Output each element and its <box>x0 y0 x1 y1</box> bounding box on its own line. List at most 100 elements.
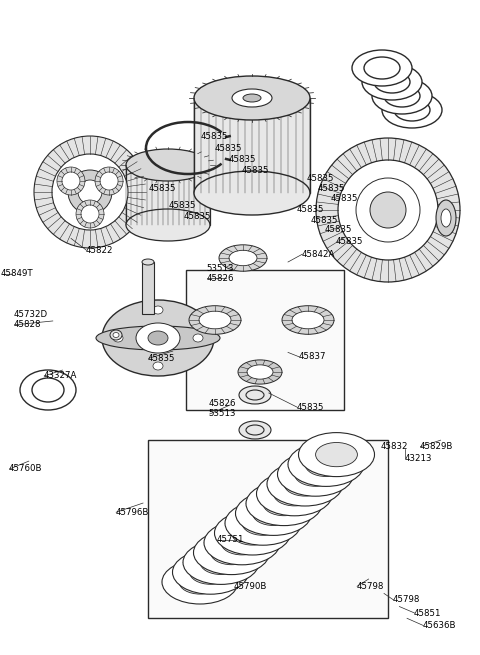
Text: 45835: 45835 <box>183 212 211 221</box>
Bar <box>142 262 154 314</box>
Text: 45751: 45751 <box>217 535 244 544</box>
Ellipse shape <box>246 425 264 435</box>
Ellipse shape <box>148 331 168 345</box>
Ellipse shape <box>34 136 146 248</box>
Text: 45796B: 45796B <box>115 508 149 517</box>
Ellipse shape <box>277 452 353 496</box>
Ellipse shape <box>238 360 282 384</box>
Ellipse shape <box>274 481 315 506</box>
Ellipse shape <box>364 57 400 79</box>
Ellipse shape <box>229 250 257 266</box>
Ellipse shape <box>95 167 123 195</box>
Ellipse shape <box>305 453 347 476</box>
Ellipse shape <box>193 531 269 574</box>
Ellipse shape <box>20 370 76 410</box>
Ellipse shape <box>232 89 272 107</box>
Text: 45798: 45798 <box>393 595 420 605</box>
Ellipse shape <box>292 311 324 329</box>
Text: 45837: 45837 <box>299 352 326 362</box>
Text: 45835: 45835 <box>324 225 352 234</box>
Ellipse shape <box>215 511 290 555</box>
Ellipse shape <box>57 167 85 195</box>
Text: 45835: 45835 <box>336 236 363 246</box>
Text: 53513: 53513 <box>206 264 234 273</box>
Text: 45849T: 45849T <box>1 269 34 278</box>
Ellipse shape <box>68 170 112 214</box>
Ellipse shape <box>113 334 123 342</box>
Ellipse shape <box>126 209 210 241</box>
Ellipse shape <box>239 386 271 404</box>
Ellipse shape <box>52 154 128 230</box>
Ellipse shape <box>256 472 333 515</box>
Bar <box>126 165 210 225</box>
Ellipse shape <box>246 390 264 400</box>
Text: 45835: 45835 <box>169 200 196 210</box>
Ellipse shape <box>221 531 263 555</box>
Ellipse shape <box>81 205 99 223</box>
Text: 53513: 53513 <box>209 409 236 419</box>
Ellipse shape <box>214 150 234 178</box>
Ellipse shape <box>284 472 326 496</box>
Text: 45822: 45822 <box>85 246 113 255</box>
Text: 45835: 45835 <box>306 174 334 183</box>
Ellipse shape <box>374 71 410 93</box>
Ellipse shape <box>194 76 310 120</box>
Ellipse shape <box>384 85 420 107</box>
Ellipse shape <box>352 50 412 86</box>
Text: 45760B: 45760B <box>9 464 42 474</box>
Ellipse shape <box>338 160 438 260</box>
Ellipse shape <box>252 501 294 525</box>
Text: 45842A: 45842A <box>301 250 335 259</box>
Ellipse shape <box>239 421 271 439</box>
Text: 45835: 45835 <box>149 184 176 193</box>
Ellipse shape <box>282 306 334 334</box>
Ellipse shape <box>370 192 406 228</box>
Text: 45826: 45826 <box>209 399 236 408</box>
FancyBboxPatch shape <box>186 270 344 410</box>
Ellipse shape <box>189 306 241 334</box>
Text: 45636B: 45636B <box>422 621 456 630</box>
Text: 45851: 45851 <box>414 608 441 618</box>
Ellipse shape <box>295 462 336 486</box>
Ellipse shape <box>142 259 154 265</box>
Ellipse shape <box>299 432 374 477</box>
Ellipse shape <box>288 442 364 487</box>
Text: 45835: 45835 <box>318 184 345 193</box>
Ellipse shape <box>316 138 460 282</box>
Text: 45832: 45832 <box>380 442 408 451</box>
Text: 45828: 45828 <box>13 320 41 329</box>
Ellipse shape <box>204 521 280 565</box>
Bar <box>196 143 252 185</box>
Ellipse shape <box>183 540 259 584</box>
Text: 45798: 45798 <box>356 582 384 591</box>
Ellipse shape <box>199 311 231 329</box>
Ellipse shape <box>153 306 163 314</box>
Ellipse shape <box>62 172 80 190</box>
FancyBboxPatch shape <box>148 440 388 618</box>
Text: 45835: 45835 <box>330 194 358 203</box>
Ellipse shape <box>243 94 261 102</box>
Text: 45829B: 45829B <box>420 442 453 451</box>
Ellipse shape <box>316 443 358 467</box>
Ellipse shape <box>113 333 119 337</box>
Ellipse shape <box>153 362 163 370</box>
Ellipse shape <box>110 330 122 340</box>
Text: 45826: 45826 <box>206 274 234 283</box>
Ellipse shape <box>267 462 343 506</box>
Text: 45835: 45835 <box>215 143 242 153</box>
Ellipse shape <box>102 300 214 376</box>
Ellipse shape <box>362 64 422 100</box>
Ellipse shape <box>96 326 220 350</box>
Ellipse shape <box>225 501 301 545</box>
Text: 45835: 45835 <box>297 403 324 412</box>
Text: 43327A: 43327A <box>43 371 77 381</box>
Ellipse shape <box>194 171 310 215</box>
Ellipse shape <box>136 323 180 353</box>
Ellipse shape <box>32 378 64 402</box>
Text: 45835: 45835 <box>242 166 269 175</box>
Ellipse shape <box>162 560 238 604</box>
Text: 45835: 45835 <box>297 205 324 214</box>
Ellipse shape <box>436 200 456 236</box>
Ellipse shape <box>263 491 305 515</box>
Text: 45790B: 45790B <box>234 582 267 591</box>
